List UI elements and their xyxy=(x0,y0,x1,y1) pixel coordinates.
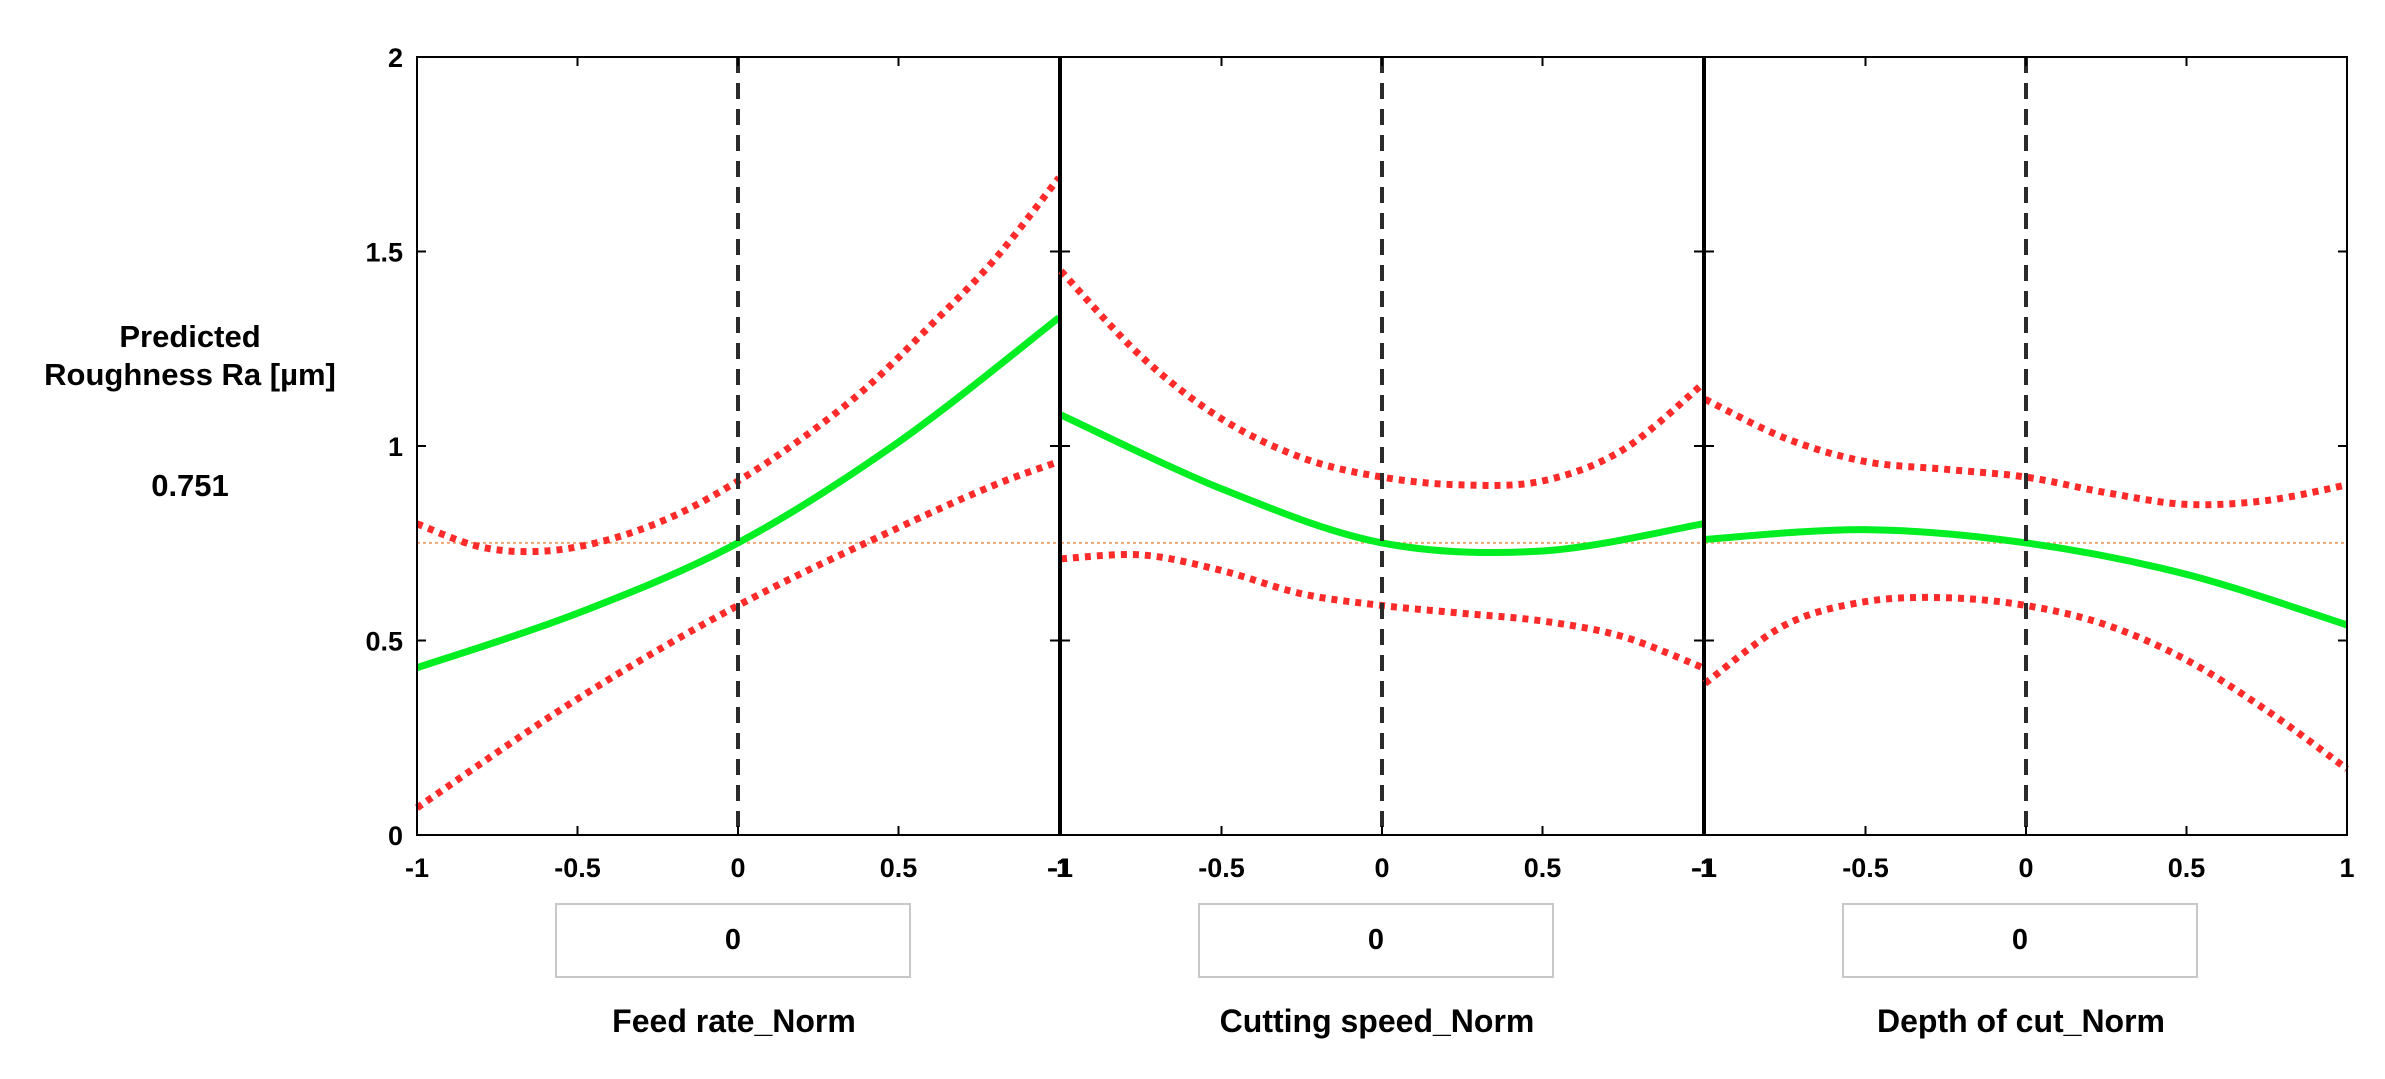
x-tick-label-1-4: 0.5 xyxy=(880,853,918,883)
cutting-speed-input[interactable] xyxy=(1198,903,1554,978)
upper-bound-curve-2 xyxy=(1058,268,1706,489)
upper-bound-curve-3 xyxy=(1703,396,2348,509)
lower-bound-curve-1 xyxy=(415,458,1061,811)
x-tick-label-2-1: -1 xyxy=(1049,853,1073,883)
x-tick-label-1-3: 0 xyxy=(730,853,745,883)
y-axis-label-line-2: Roughness Ra [µm] xyxy=(44,357,336,392)
prediction-curve-1 xyxy=(415,314,1062,672)
x-tick-label-2-4: 0.5 xyxy=(1524,853,1562,883)
x-tick-label-3-2: -0.5 xyxy=(1842,853,1889,883)
upper-bound-curve-1 xyxy=(415,175,1062,556)
x-tick-label-1-5: -1 xyxy=(1047,853,1071,883)
depth-of-cut-label: Depth of cut_Norm xyxy=(1877,1003,2165,1039)
y-tick-label-2: 0.5 xyxy=(365,627,403,657)
x-tick-label-3-5: 1 xyxy=(2339,853,2354,883)
x-tick-label-3-4: 0.5 xyxy=(2168,853,2206,883)
predicted-value: 0.751 xyxy=(151,468,229,503)
lower-bound-curve-3 xyxy=(1702,593,2350,772)
x-tick-label-2-2: -0.5 xyxy=(1198,853,1245,883)
x-tick-label-3-1: -1 xyxy=(1693,853,1717,883)
cutting-speed-label: Cutting speed_Norm xyxy=(1219,1003,1535,1039)
y-axis-label-line-1: Predicted xyxy=(119,319,261,354)
prediction-curve-3 xyxy=(1704,526,2349,629)
y-tick-label-5: 2 xyxy=(388,43,403,73)
feed-rate-input[interactable] xyxy=(555,903,911,978)
y-tick-label-1: 0 xyxy=(388,821,403,851)
x-tick-label-1-2: -0.5 xyxy=(554,853,601,883)
x-tick-label-3-3: 0 xyxy=(2018,853,2033,883)
y-axis-label: Predicted Roughness Ra [µm] xyxy=(20,318,360,394)
feed-rate-label: Feed rate_Norm xyxy=(612,1003,856,1039)
x-tick-label-2-3: 0 xyxy=(1374,853,1389,883)
y-tick-label-4: 1.5 xyxy=(365,238,403,268)
y-tick-label-3: 1 xyxy=(388,432,403,462)
x-tick-label-1-1: -1 xyxy=(405,853,429,883)
depth-of-cut-input[interactable] xyxy=(1842,903,2198,978)
x-tick-label-2-5: -1 xyxy=(1691,853,1715,883)
prediction-curve-2 xyxy=(1059,411,1704,557)
